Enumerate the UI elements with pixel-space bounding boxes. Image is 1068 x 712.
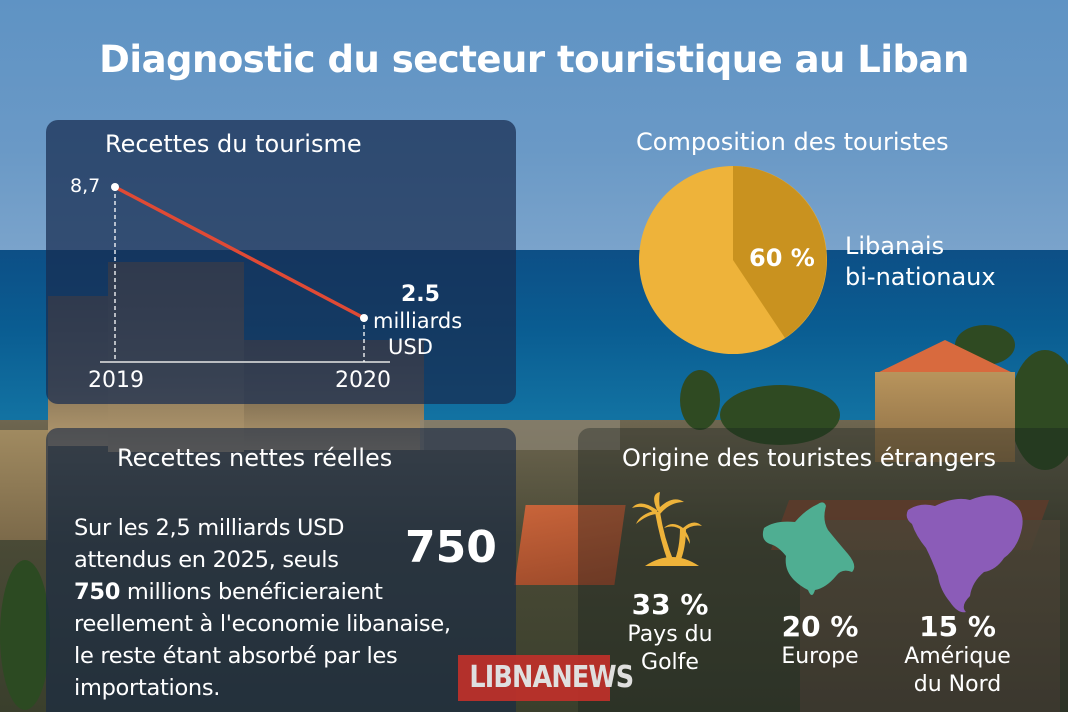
receipts-panel [46, 120, 516, 404]
x-tick-2020: 2020 [335, 368, 391, 393]
net-receipts-title: Recettes nettes réelles [117, 444, 393, 472]
logo-text: LIBNANEWS [469, 660, 634, 695]
palm-tree [680, 370, 720, 430]
net-text-line: Sur les 2,5 milliards USD [74, 515, 345, 541]
libnanews-logo: LIBNANEWS [458, 655, 634, 701]
net-text-bold: 750 [74, 579, 121, 605]
origin-pct: 33 % [631, 588, 709, 621]
house-roof [875, 340, 1015, 374]
x-tick-2019: 2019 [88, 368, 144, 393]
net-text-line: millions benéficieraient [120, 579, 383, 605]
value-2020-number: 2.5 [401, 282, 440, 307]
net-receipts-text: Sur les 2,5 milliards USD attendus en 20… [74, 512, 504, 704]
tree [0, 560, 50, 710]
origin-item-north-america: 15 % Amérique du Nord [885, 610, 1030, 699]
pie-legend: Libanais bi-nationaux [845, 231, 996, 293]
origin-title: Origine des touristes étrangers [622, 444, 997, 472]
origin-item-gulf: 33 % Pays du Golfe [600, 588, 740, 677]
pie-slice-label: 60 % [749, 244, 815, 272]
castle-rock [0, 430, 48, 540]
value-2020: 2.5 milliards USD [373, 282, 462, 360]
net-text-line: reellement à l'economie libanaise, [74, 611, 451, 637]
receipts-title: Recettes du tourisme [105, 130, 362, 158]
net-big-number: 750 [405, 522, 497, 573]
net-text-line: le reste étant absorbé par les [74, 643, 398, 669]
origin-pct: 20 % [781, 610, 859, 643]
origin-label: Pays du [627, 622, 713, 647]
net-receipts-panel [46, 428, 516, 712]
house [875, 372, 1015, 462]
origin-pct: 15 % [919, 610, 996, 643]
palm-tree [1010, 350, 1068, 470]
composition-title: Composition des touristes [636, 128, 949, 156]
origin-item-europe: 20 % Europe [750, 610, 890, 671]
net-text-line: importations. [74, 675, 221, 701]
value-2019: 8,7 [70, 175, 101, 197]
trees [720, 385, 840, 445]
origin-label: Amérique [904, 644, 1011, 669]
origin-label: Europe [781, 644, 859, 669]
origin-label: Golfe [641, 650, 699, 675]
pie-legend-line1: Libanais [845, 232, 945, 260]
pie-legend-line2: bi-nationaux [845, 263, 996, 291]
origin-label: du Nord [913, 672, 1002, 697]
net-text-line: attendus en 2025, seuls [74, 547, 339, 573]
page-title: Diagnostic du secteur touristique au Lib… [99, 38, 969, 81]
value-2020-unit: milliards [373, 309, 463, 333]
value-2020-currency: USD [388, 335, 433, 359]
